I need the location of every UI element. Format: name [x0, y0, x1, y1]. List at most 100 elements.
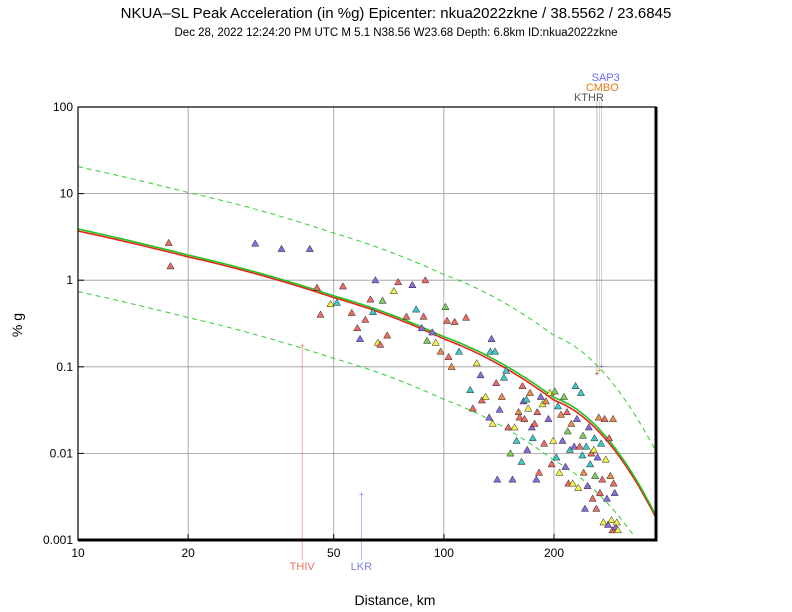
- data-point-triangle: [383, 331, 392, 339]
- data-point-triangle: [402, 312, 411, 320]
- data-point-triangle: [556, 410, 566, 418]
- data-point-triangle: [584, 423, 593, 431]
- data-point-triangle: [530, 419, 539, 427]
- data-point-triangle: [605, 434, 614, 442]
- data-point-triangle: [412, 305, 421, 313]
- data-point-triangle: [609, 479, 618, 487]
- data-point-triangle: [582, 442, 591, 450]
- data-point-triangle: [532, 475, 541, 483]
- data-point-triangle: [436, 347, 445, 355]
- data-point-triangle: [512, 436, 521, 444]
- data-point-triangle: [277, 244, 286, 252]
- data-point-triangle: [613, 526, 622, 534]
- data-point-triangle: [454, 347, 464, 355]
- x-tick-labels: 10 20 50 100 200: [71, 546, 564, 560]
- data-point-triangle: [332, 298, 341, 306]
- data-point-triangle: [164, 238, 173, 246]
- x-tick-label: 20: [181, 546, 195, 560]
- station-label-thiv: THIV: [290, 561, 316, 573]
- data-point-triangle: [522, 395, 531, 403]
- data-point-triangle: [568, 479, 577, 487]
- data-point-triangle: [550, 387, 559, 395]
- data-point-triangle: [555, 468, 564, 476]
- data-point-triangle: [368, 307, 377, 315]
- y-tick-labels: 0.001 0.01 0.1 1 10 100: [43, 100, 73, 547]
- plot-frame: [77, 106, 657, 541]
- data-point-triangle: [408, 280, 417, 288]
- data-point-triangle: [347, 308, 356, 316]
- data-point-triangle: [251, 239, 260, 247]
- data-point-triangle: [502, 366, 511, 374]
- data-point-triangle: [366, 295, 375, 303]
- data-point-triangle: [604, 520, 613, 528]
- data-point-triangle: [570, 442, 579, 450]
- data-point-triangle: [540, 439, 549, 447]
- data-point-triangle: [526, 388, 535, 396]
- y-axis-label: % g: [9, 313, 25, 337]
- data-point-triangle: [450, 317, 459, 325]
- data-point-triangle: [441, 302, 450, 310]
- data-point-triangle: [563, 427, 572, 435]
- data-point-triangle: [495, 405, 504, 413]
- data-point-triangle: [533, 407, 542, 416]
- data-point-triangle: [504, 423, 513, 431]
- data-point-triangle: [597, 439, 606, 447]
- gmpe-curves: [77, 166, 657, 537]
- data-point-triangle: [312, 283, 322, 291]
- data-point-triangle: [609, 414, 618, 422]
- data-point-triangle: [580, 504, 589, 512]
- station-label-cmbo: CMBO: [586, 82, 619, 94]
- station-marker-kthr: +: [595, 369, 600, 378]
- data-point-triangle: [572, 414, 581, 422]
- data-point-triangle: [523, 445, 532, 453]
- data-point-triangle: [518, 381, 527, 389]
- x-tick-label: 50: [327, 546, 341, 560]
- data-point-triangle: [578, 431, 588, 439]
- data-point-triangle: [476, 371, 485, 379]
- data-point-triangle: [444, 352, 453, 360]
- data-point-triangle: [520, 414, 529, 422]
- data-point-triangle: [492, 378, 501, 386]
- station-marker-cmbo: +: [597, 366, 602, 375]
- data-point-triangle: [338, 282, 348, 290]
- station-label-kthr: KTHR: [574, 92, 604, 104]
- data-point-triangle: [514, 407, 523, 416]
- station-label-sap3: SAP3: [592, 72, 620, 84]
- station-marker-sap3: +: [599, 362, 604, 371]
- data-point-triangle: [419, 312, 428, 320]
- data-point-triangle: [562, 407, 572, 416]
- gmpe-plus-sigma: [77, 166, 657, 452]
- x-tick-label: 100: [434, 546, 454, 560]
- data-point-triangle: [599, 518, 608, 526]
- data-point-triangle: [559, 392, 569, 400]
- data-point-triangle: [421, 276, 430, 284]
- y-tick-label: 1: [66, 273, 73, 287]
- data-point-triangle: [487, 334, 496, 342]
- data-point-triangle: [598, 475, 607, 483]
- data-point-triangle: [574, 483, 583, 491]
- gmpe-median-red: [77, 230, 657, 519]
- data-point-triangle: [592, 504, 601, 512]
- data-point-triangle: [576, 388, 586, 396]
- data-point-triangle: [517, 457, 526, 465]
- data-point-triangle: [606, 471, 615, 479]
- data-point-triangle: [536, 392, 545, 400]
- data-point-triangle: [600, 414, 609, 422]
- x-axis-label: Distance, km: [355, 592, 436, 608]
- station-marker-lkr: +: [359, 490, 364, 499]
- data-point-triangle: [549, 436, 558, 444]
- grid: [77, 106, 656, 541]
- data-points: [164, 238, 622, 534]
- data-point-triangle: [524, 404, 533, 412]
- y-tick-label: 0.01: [50, 446, 74, 460]
- data-point-triangle: [326, 299, 335, 308]
- data-point-triangle: [389, 286, 398, 294]
- station-label-lkr: LKR: [351, 561, 372, 573]
- data-point-triangle: [508, 475, 517, 483]
- data-point-triangle: [394, 278, 403, 286]
- data-point-triangle: [353, 323, 362, 332]
- data-point-triangle: [477, 396, 486, 404]
- data-point-triangle: [428, 328, 437, 336]
- data-point-triangle: [497, 392, 506, 400]
